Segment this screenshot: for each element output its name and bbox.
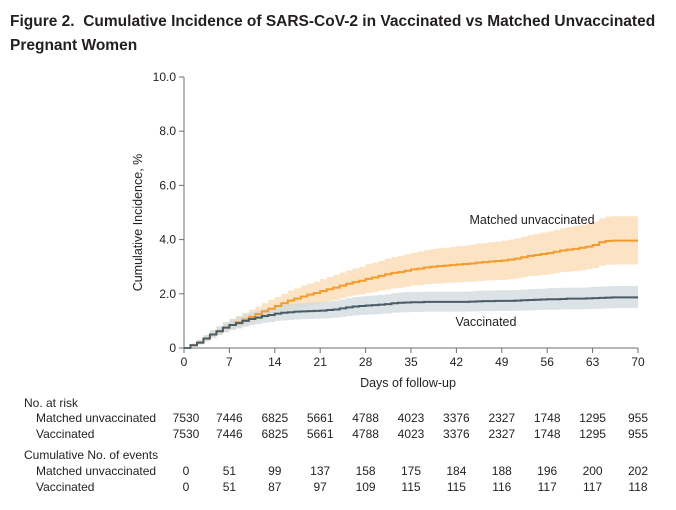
annotation-unvaccinated: Matched unvaccinated <box>469 213 594 227</box>
events-label-unvaccinated: Matched unvaccinated <box>36 464 157 478</box>
at-risk-value-unvaccinated: 7530 <box>172 411 200 425</box>
x-tick-label: 70 <box>631 355 645 369</box>
x-tick-label: 14 <box>268 355 282 369</box>
events-value-vaccinated: 87 <box>268 480 282 494</box>
at-risk-value-vaccinated: 5661 <box>306 427 334 441</box>
x-tick-label: 7 <box>226 355 233 369</box>
at-risk-value-unvaccinated: 4023 <box>397 411 425 425</box>
events-value-unvaccinated: 196 <box>537 464 558 478</box>
events-value-unvaccinated: 202 <box>627 464 649 478</box>
at-risk-value-unvaccinated: 5661 <box>306 411 334 425</box>
at-risk-value-vaccinated: 3376 <box>443 427 470 441</box>
events-value-vaccinated: 117 <box>537 480 557 494</box>
events-value-unvaccinated: 99 <box>268 464 282 478</box>
events-value-vaccinated: 115 <box>446 480 466 494</box>
at-risk-value-unvaccinated: 955 <box>627 411 649 425</box>
y-tick-label: 10.0 <box>153 70 177 84</box>
events-value-vaccinated: 116 <box>492 480 512 494</box>
at-risk-value-vaccinated: 1295 <box>579 427 606 441</box>
at-risk-value-vaccinated: 4023 <box>397 427 425 441</box>
at-risk-value-unvaccinated: 6825 <box>261 411 289 425</box>
y-tick-label: 2.0 <box>159 287 176 301</box>
events-value-unvaccinated: 184 <box>446 464 467 478</box>
events-value-vaccinated: 117 <box>583 480 603 494</box>
x-tick-label: 35 <box>404 355 418 369</box>
at-risk-value-unvaccinated: 7446 <box>216 411 243 425</box>
at-risk-value-vaccinated: 1748 <box>533 427 561 441</box>
at-risk-value-vaccinated: 2327 <box>488 427 516 441</box>
x-tick-label: 42 <box>450 355 464 369</box>
x-tick-label: 63 <box>586 355 600 369</box>
events-value-unvaccinated: 0 <box>182 464 190 478</box>
x-tick-label: 56 <box>541 355 555 369</box>
at-risk-value-vaccinated: 955 <box>627 427 649 441</box>
events-value-unvaccinated: 158 <box>355 464 376 478</box>
ci-band-vaccinated <box>184 285 638 348</box>
figure-label: Figure 2. <box>10 13 75 30</box>
events-value-unvaccinated: 200 <box>582 464 603 478</box>
figure-title: Figure 2. Cumulative Incidence of SARS-C… <box>10 10 670 58</box>
at-risk-value-vaccinated: 7530 <box>172 427 200 441</box>
at-risk-value-unvaccinated: 3376 <box>443 411 470 425</box>
events-value-unvaccinated: 175 <box>400 464 422 478</box>
events-value-unvaccinated: 51 <box>222 464 237 478</box>
at-risk-label-unvaccinated: Matched unvaccinated <box>36 411 157 425</box>
events-value-vaccinated: 0 <box>182 480 190 494</box>
events-value-vaccinated: 118 <box>628 480 648 494</box>
x-tick-label: 0 <box>181 355 188 369</box>
y-tick-label: 4.0 <box>159 233 176 247</box>
ci-band-unvaccinated <box>184 216 638 348</box>
at-risk-value-unvaccinated: 2327 <box>488 411 516 425</box>
events-label-vaccinated: Vaccinated <box>36 480 95 494</box>
at-risk-label-vaccinated: Vaccinated <box>36 427 95 441</box>
y-tick-label: 6.0 <box>159 178 176 192</box>
y-tick-label: 0 <box>169 341 176 355</box>
at-risk-value-unvaccinated: 1295 <box>579 411 606 425</box>
series-line-vaccinated <box>184 296 638 349</box>
at-risk-value-vaccinated: 6825 <box>261 427 289 441</box>
figure-title-text: Cumulative Incidence of SARS-CoV-2 in Va… <box>10 13 656 54</box>
series-line-unvaccinated <box>184 239 638 349</box>
at-risk-value-unvaccinated: 4788 <box>352 411 379 425</box>
x-tick-label: 49 <box>495 355 509 369</box>
events-value-vaccinated: 97 <box>313 480 327 494</box>
x-tick-label: 21 <box>314 355 328 369</box>
y-tick-label: 8.0 <box>159 124 176 138</box>
events-value-unvaccinated: 137 <box>310 464 331 478</box>
at-risk-value-unvaccinated: 1748 <box>533 411 561 425</box>
y-axis-label: Cumulative Incidence, % <box>131 154 145 292</box>
annotation-vaccinated: Vaccinated <box>456 315 517 329</box>
events-header: Cumulative No. of events <box>24 448 159 462</box>
events-value-vaccinated: 109 <box>355 480 376 494</box>
at-risk-value-vaccinated: 4788 <box>352 427 379 441</box>
events-value-vaccinated: 51 <box>222 480 237 494</box>
events-value-vaccinated: 115 <box>401 480 421 494</box>
km-chart: 0 2.0 4.0 6.0 8.0 10.0 0 7 14 21 28 35 42 49 56 63 70 Day… <box>131 70 645 390</box>
x-axis-label: Days of follow-up <box>360 376 456 390</box>
at-risk-value-vaccinated: 7446 <box>216 427 243 441</box>
events-value-unvaccinated: 188 <box>491 464 512 478</box>
x-tick-label: 28 <box>359 355 373 369</box>
